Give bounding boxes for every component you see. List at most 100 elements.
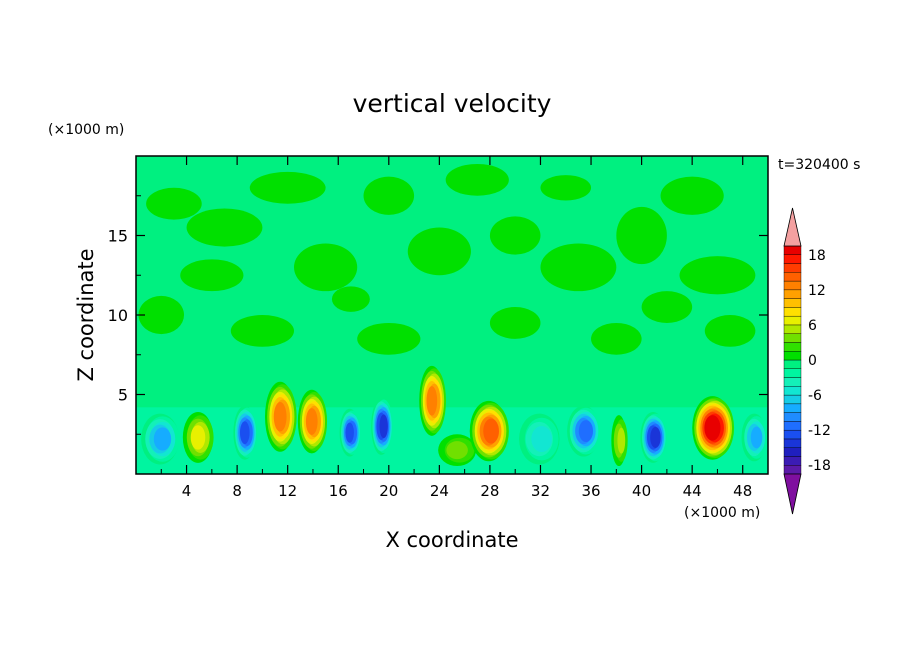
x-tick-label: 12 [278, 482, 297, 500]
colorbar-tick-label: -6 [808, 388, 822, 404]
downdraft-cell [519, 413, 560, 465]
colorbar-band [783, 447, 802, 457]
x-tick-label: 32 [531, 482, 550, 500]
colorbar-tick-label: 12 [808, 283, 826, 299]
contour-band [704, 415, 721, 441]
y-unit-label: (×1000 m) [48, 122, 124, 138]
x-tick-label: 44 [683, 482, 702, 500]
downdraft-cell [339, 408, 362, 457]
colorbar-band [783, 333, 802, 343]
contour-band [153, 427, 172, 451]
colorbar-tick-label: 18 [808, 248, 826, 264]
field-patch [641, 291, 693, 323]
colorbar-band [783, 394, 802, 405]
field-patch [249, 171, 326, 204]
y-axis-ticks: 5 10 15 [108, 195, 768, 435]
downdraft-cell [371, 397, 394, 455]
y-axis-label: Z coordinate [74, 248, 98, 381]
downdraft-cell [640, 411, 668, 463]
chart-title: vertical velocity [353, 89, 552, 118]
field-patch [230, 315, 294, 347]
x-tick-label: 8 [232, 482, 242, 500]
contour-band [531, 425, 553, 453]
y-tick-label: 5 [118, 386, 128, 405]
colorbar-band [783, 412, 802, 422]
updraft-cell [438, 434, 477, 467]
colorbar-band [783, 465, 802, 475]
x-tick-label: 20 [379, 482, 398, 500]
colorbar-band [783, 359, 802, 369]
time-label: t=320400 s [778, 157, 860, 173]
updraft-cell [692, 396, 735, 460]
field-patch [540, 175, 592, 201]
updraft-cell [611, 415, 628, 467]
updraft-cell [419, 365, 446, 436]
updraft-cell [297, 389, 328, 454]
field-patch [660, 176, 724, 215]
x-tick-label: 4 [182, 482, 192, 500]
updraft-cell [264, 381, 297, 452]
colorbar-band [783, 280, 802, 291]
field-patch [186, 208, 263, 247]
field-patch [138, 295, 185, 335]
field-patch [357, 322, 421, 355]
colorbar-band [783, 368, 802, 378]
field-patch [591, 322, 642, 355]
contour-field [136, 156, 768, 474]
field-patch [294, 243, 358, 292]
colorbar-band [783, 342, 802, 352]
contour-band [273, 401, 287, 432]
field-patch [540, 243, 617, 292]
contour-band [650, 426, 661, 448]
field-patch [407, 227, 471, 276]
contour-band [345, 422, 354, 443]
colorbar-tick-label: 6 [808, 318, 817, 334]
colorbar-band [783, 324, 802, 334]
field-patch [679, 256, 756, 295]
colorbar-band [783, 377, 802, 387]
contour-band [305, 408, 318, 435]
field-patch [616, 206, 667, 265]
colorbar-upper-extend [783, 207, 802, 247]
colorbar-band [783, 245, 802, 255]
x-tick-label: 36 [581, 482, 600, 500]
colorbar-band [783, 403, 802, 413]
colorbar-band [783, 289, 802, 299]
contour-band [483, 418, 499, 444]
field-patch [489, 216, 541, 255]
downdraft-cell [233, 405, 258, 460]
x-unit-label: (×1000 m) [684, 505, 760, 521]
colorbar-band [783, 254, 802, 264]
downdraft-cell [567, 405, 602, 457]
contour-band [617, 427, 626, 454]
colorbar-band [783, 272, 802, 282]
colorbar-tick-label: 0 [808, 353, 817, 369]
colorbar-tick-label: -18 [808, 458, 831, 474]
updraft-cell [182, 411, 214, 463]
updraft-cell [469, 400, 509, 462]
x-tick-label: 40 [632, 482, 651, 500]
contour-band [379, 414, 388, 439]
colorbar-band [783, 421, 802, 431]
downdraft-cell [141, 413, 180, 465]
x-tick-label: 16 [329, 482, 348, 500]
contour-band [426, 386, 438, 416]
contour-band [190, 425, 206, 450]
field-patch [445, 163, 509, 196]
x-tick-label: 24 [430, 482, 449, 500]
x-axis-ticks: 4 8 12 16 20 24 28 32 36 40 44 48 [160, 156, 752, 500]
field-patch [180, 259, 244, 292]
field-patch [331, 286, 370, 312]
colorbar-band [783, 307, 802, 317]
downdraft-cell [741, 413, 768, 462]
colorbar-band [783, 263, 802, 273]
y-tick-label: 10 [108, 306, 128, 325]
colorbar-band [783, 386, 802, 396]
y-tick-label: 15 [108, 227, 128, 246]
colorbar-tick-label: -12 [808, 423, 831, 439]
field-patch [704, 315, 756, 347]
colorbar-band [783, 429, 802, 440]
field-patch [363, 176, 415, 215]
x-tick-label: 48 [733, 482, 752, 500]
